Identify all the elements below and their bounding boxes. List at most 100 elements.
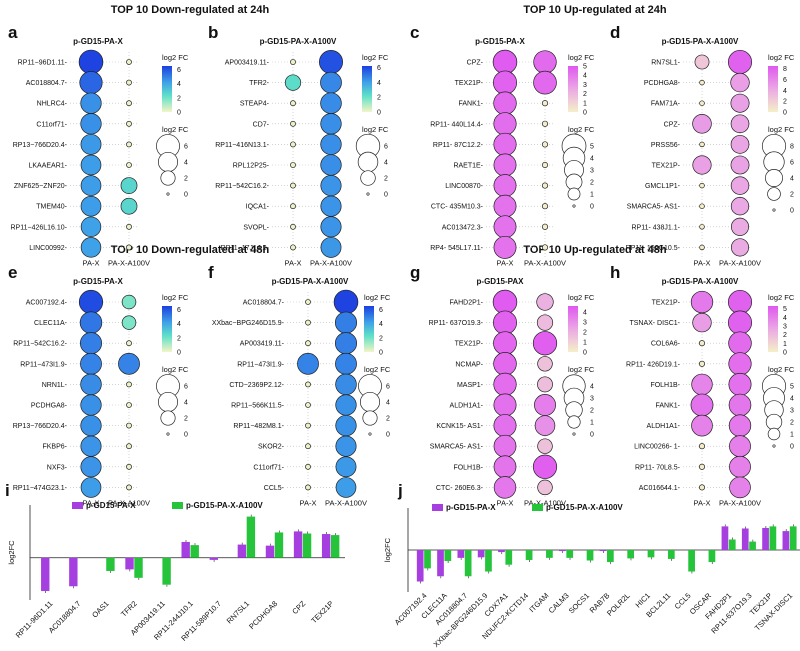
dot-mark <box>493 132 517 156</box>
dot-mark <box>126 141 132 148</box>
dot-mark <box>80 195 102 217</box>
size-legend-tick: 4 <box>590 384 594 391</box>
bar-mark <box>265 545 275 558</box>
gene-label: RP11−96D1.11- <box>18 60 68 67</box>
gene-label: PCDHGA8- <box>644 80 681 87</box>
dot-mark <box>730 114 750 134</box>
bar-mark <box>162 557 171 585</box>
gene-label: RP11- 438J1.1- <box>631 224 680 231</box>
bar-mark <box>457 550 465 558</box>
dot-mark <box>319 50 343 74</box>
colorbar-tick: 4 <box>783 315 787 322</box>
colorbar-tick: 0 <box>783 350 787 357</box>
color-legend-title: log2 FC <box>768 293 795 302</box>
size-legend-mark <box>166 192 170 196</box>
size-legend-tick: 2 <box>590 408 594 415</box>
gene-label: RP11- 162G10.5- <box>626 245 681 252</box>
gene-label: RP11−17J14.2- <box>221 245 270 252</box>
dot-mark <box>691 414 713 437</box>
bar-mark <box>762 527 769 550</box>
dot-mark <box>730 135 750 154</box>
gene-label: RPL12P25- <box>233 163 270 170</box>
dot-mark <box>126 100 132 107</box>
panel-f: f p-GD15-PA-X-A100V AC018804.7- XXbac−BPG24… <box>208 263 391 507</box>
size-legend-tick: 6 <box>386 384 390 391</box>
size-legend-title: log2 FC <box>568 365 595 374</box>
size-legend-tick: 0 <box>384 192 388 199</box>
colorbar-tick: 2 <box>783 332 787 339</box>
dot-mark <box>541 100 549 107</box>
panel-b: b p-GD15-PA-X-A100V AP003419.11- TFR2- STEAP… <box>208 23 389 267</box>
y-axis-label: log2FC <box>7 540 16 565</box>
colorbar-tick: 3 <box>583 82 587 89</box>
dot-mark <box>80 175 102 196</box>
panel-title: p-GD15-PA-X-A100V <box>272 277 349 286</box>
bar-mark <box>647 550 655 558</box>
gene-label: CD7- <box>253 121 270 128</box>
category-label: ITGAM <box>527 591 550 614</box>
dot-mark <box>536 293 554 311</box>
size-legend-mark <box>360 170 376 186</box>
dot-mark <box>533 50 557 74</box>
dot-mark <box>728 393 752 417</box>
dot-mark <box>694 54 710 70</box>
size-legend-tick: 6 <box>184 144 188 151</box>
dot-mark <box>727 310 753 335</box>
dot-mark <box>80 92 102 114</box>
gene-label: CTC- 435M10.3- <box>431 204 484 211</box>
gene-label: TEX21P- <box>455 80 484 87</box>
dot-mark <box>305 381 311 388</box>
colorbar <box>364 306 374 352</box>
dot-mark <box>532 454 558 479</box>
dot-mark <box>126 422 132 429</box>
gene-label: NRN1L- <box>42 382 68 389</box>
gene-label: TSNAX- DISC1- <box>629 320 680 327</box>
size-legend-tick: 4 <box>386 400 390 407</box>
gene-label: CCL5- <box>264 485 285 492</box>
dot-mark <box>320 195 342 217</box>
size-legend-title: log2 FC <box>364 365 391 374</box>
gene-label: RP11−473I1.9- <box>20 361 67 368</box>
colorbar-tick: 4 <box>379 321 383 328</box>
size-legend-tick: 1 <box>590 420 594 427</box>
size-legend-title: log2 FC <box>162 365 189 374</box>
dot-mark <box>80 133 102 155</box>
dot-mark <box>126 244 132 251</box>
gene-label: NCMAP- <box>455 361 483 368</box>
dot-mark <box>297 352 319 375</box>
colorbar <box>568 66 578 112</box>
dot-mark <box>699 203 705 209</box>
dot-mark <box>320 175 342 197</box>
dot-mark <box>729 455 751 478</box>
bar-mark <box>293 531 303 558</box>
size-legend-title: log2 FC <box>568 125 595 134</box>
dot-mark <box>727 289 753 315</box>
x-label: PA-X <box>285 258 302 267</box>
size-legend-tick: 4 <box>184 160 188 167</box>
dot-mark <box>493 372 517 397</box>
gene-label: AC016644.1- <box>639 485 681 492</box>
gene-label: ZNF625−ZNF20- <box>14 183 68 190</box>
size-legend-tick: 5 <box>590 144 594 151</box>
dot-mark <box>335 394 357 416</box>
dot-mark <box>493 112 517 136</box>
size-legend-tick: 2 <box>790 420 794 427</box>
dot-mark <box>305 402 311 408</box>
dot-mark <box>699 244 705 251</box>
size-legend-mark <box>357 151 379 173</box>
dot-mark <box>698 443 706 450</box>
dot-mark <box>121 315 137 330</box>
dot-mark <box>80 216 102 238</box>
size-legend-tick: 3 <box>590 396 594 403</box>
panel-letter: e <box>8 263 17 282</box>
gene-label: AP003419.11- <box>225 60 270 67</box>
size-legend-tick: 3 <box>590 168 594 175</box>
colorbar-tick: 8 <box>783 66 787 73</box>
dot-mark <box>493 414 517 438</box>
gene-label: AC013472.3- <box>442 224 484 231</box>
gene-label: RP11−482M8.1- <box>233 423 284 430</box>
dot-mark <box>534 415 556 436</box>
size-legend-tick: 6 <box>184 384 188 391</box>
dot-mark <box>728 414 752 437</box>
